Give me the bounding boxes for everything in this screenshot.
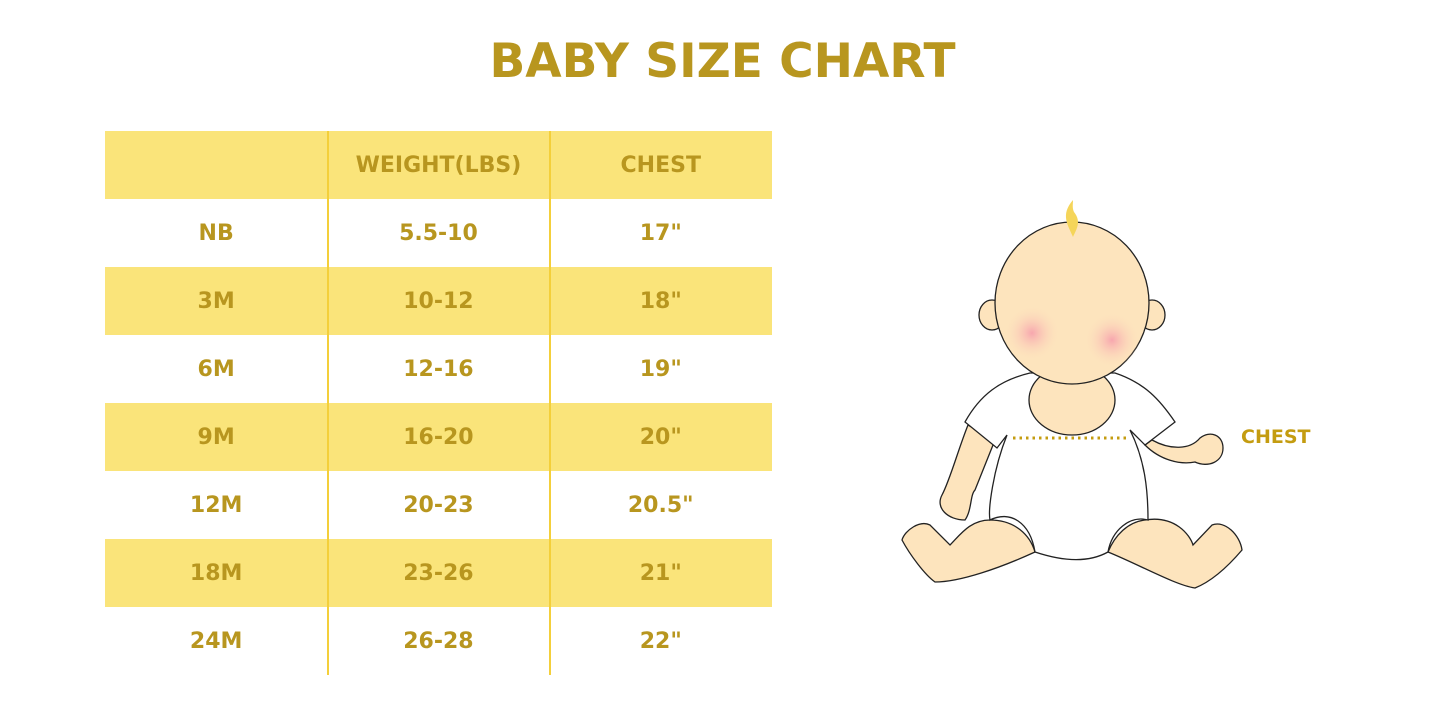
column-divider <box>327 131 329 675</box>
page-title: BABY SIZE CHART <box>489 34 956 89</box>
table-cell: 10-12 <box>403 288 474 314</box>
table-cell: 16-20 <box>403 424 474 450</box>
header-cell: WEIGHT(LBS) <box>355 152 522 178</box>
chest-label: CHEST <box>1241 426 1311 448</box>
size-table: WEIGHT(LBS) CHEST NB 5.5-10 17" 3M 10-12 18" 6… <box>105 131 772 675</box>
table-cell: 26-28 <box>403 628 474 654</box>
table-row: 3M 10-12 18" <box>105 267 772 335</box>
table-row: 24M 26-28 22" <box>105 607 772 675</box>
table-header: WEIGHT(LBS) CHEST <box>105 131 772 199</box>
table-cell: 5.5-10 <box>399 220 478 246</box>
table-cell: 20-23 <box>403 492 474 518</box>
table-cell: 18M <box>189 560 243 586</box>
table-cell: 3M <box>197 288 235 314</box>
table-cell: 20" <box>639 424 682 450</box>
table-cell: 22" <box>639 628 682 654</box>
table-cell: 17" <box>639 220 682 246</box>
table-cell: 23-26 <box>403 560 474 586</box>
table-cell: 24M <box>189 628 243 654</box>
table-cell: NB <box>198 220 234 246</box>
table-row: 12M 20-23 20.5" <box>105 471 772 539</box>
table-row: 9M 16-20 20" <box>105 403 772 471</box>
table-row: 6M 12-16 19" <box>105 335 772 403</box>
table-cell: 6M <box>197 356 235 382</box>
baby-illustration <box>901 200 1243 589</box>
table-cell: 9M <box>197 424 235 450</box>
table-cell: 19" <box>639 356 682 382</box>
table-row: NB 5.5-10 17" <box>105 199 772 267</box>
table-cell: 12-16 <box>403 356 474 382</box>
table-cell: 21" <box>639 560 682 586</box>
table-cell: 20.5" <box>627 492 694 518</box>
header-cell: CHEST <box>620 152 701 178</box>
column-divider <box>549 131 551 675</box>
table-cell: 12M <box>189 492 243 518</box>
table-cell: 18" <box>639 288 682 314</box>
table-row: 18M 23-26 21" <box>105 539 772 607</box>
